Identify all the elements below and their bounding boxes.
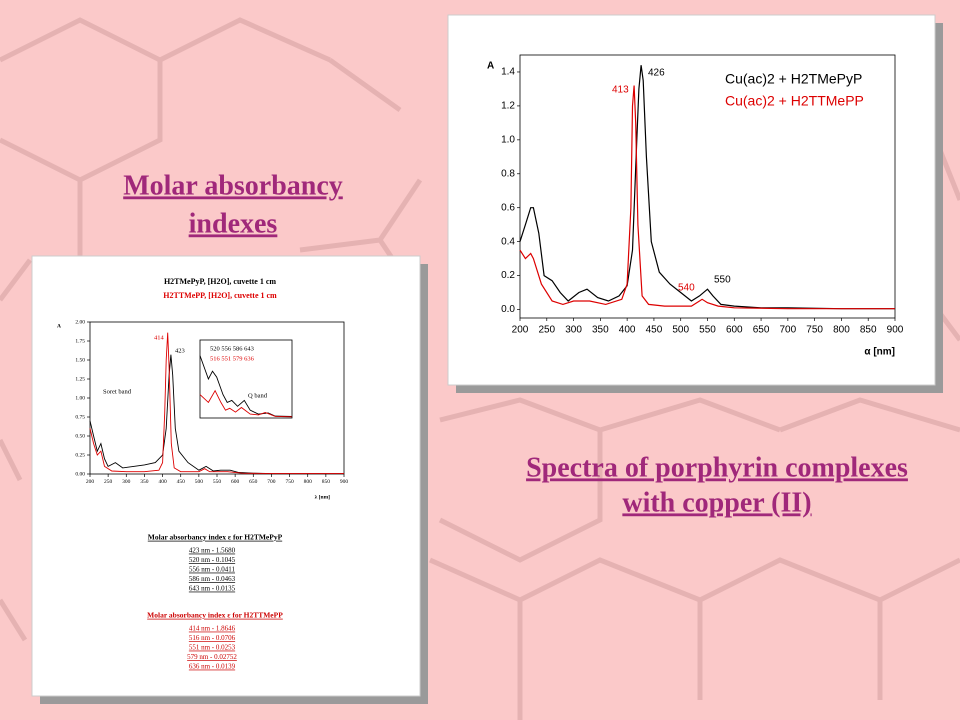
y-tick-label: 2.00 <box>75 319 85 325</box>
heading: with copper (II) <box>622 487 811 518</box>
x-tick-label: 450 <box>177 479 186 485</box>
x-tick-label: 600 <box>231 479 240 485</box>
y-tick-label: 1.00 <box>75 395 85 401</box>
table-row: 636 nm - 0.0139 <box>189 663 236 671</box>
y-tick-label: 0.50 <box>75 433 85 439</box>
annotation: 516 551 579 636 <box>210 355 255 362</box>
table-row: 579 nm - 0.02752 <box>187 653 237 661</box>
x-tick-label: 250 <box>104 479 113 485</box>
x-tick-label: 700 <box>267 479 276 485</box>
y-tick-label: 0.0 <box>501 304 515 315</box>
table-row: 586 nm - 0.0463 <box>189 575 236 583</box>
x-tick-label: 650 <box>753 325 770 336</box>
y-tick-label: 0.00 <box>75 471 85 477</box>
y-axis-label: A <box>57 323 61 329</box>
x-tick-label: 350 <box>140 479 149 485</box>
y-tick-label: 0.75 <box>75 414 85 420</box>
x-tick-label: 750 <box>285 479 294 485</box>
y-tick-label: 1.25 <box>75 376 85 382</box>
x-tick-label: 400 <box>158 479 167 485</box>
legend-entry: Cu(ac)2 + H2TTMePP <box>725 93 864 109</box>
x-tick-label: 600 <box>726 325 743 336</box>
index-panel <box>31 255 421 697</box>
x-tick-label: 700 <box>780 325 797 336</box>
x-axis-label: α [nm] <box>864 347 895 358</box>
x-tick-label: 200 <box>512 325 529 336</box>
x-tick-label: 500 <box>672 325 689 336</box>
y-tick-label: 1.75 <box>75 338 85 344</box>
annotation: 426 <box>648 68 665 79</box>
background-pattern <box>0 17 960 720</box>
y-tick-label: 0.2 <box>501 270 515 281</box>
x-tick-label: 900 <box>887 325 904 336</box>
spectra-panel <box>447 14 936 386</box>
spectrum-line <box>89 354 344 475</box>
plot-area <box>199 339 293 419</box>
x-axis-label: λ [nm] <box>315 494 331 500</box>
annotation: Q band <box>248 392 268 399</box>
heading: indexes <box>189 208 278 239</box>
chart-title: H2TTMePP, [H2O], cuvette 1 cm <box>163 291 277 300</box>
y-tick-label: 1.4 <box>501 67 515 78</box>
table-row: 520 nm - 0.1045 <box>189 556 236 564</box>
table-title: Molar absorbancy index ε for H2TTMePP <box>147 611 283 620</box>
chart-title: H2TMePyP, [H2O], cuvette 1 cm <box>164 277 276 286</box>
x-tick-label: 400 <box>619 325 636 336</box>
x-tick-label: 850 <box>322 479 331 485</box>
annotation: 520 556 586 643 <box>210 345 254 352</box>
x-tick-label: 750 <box>806 325 823 336</box>
spectrum-line <box>199 389 293 418</box>
y-tick-label: 0.4 <box>501 236 515 247</box>
annotation: 540 <box>678 283 695 294</box>
x-tick-label: 800 <box>833 325 850 336</box>
x-tick-label: 300 <box>565 325 582 336</box>
x-tick-label: 550 <box>699 325 716 336</box>
x-tick-label: 650 <box>249 479 258 485</box>
legend-entry: Cu(ac)2 + H2TMePyP <box>725 71 862 87</box>
x-tick-label: 500 <box>195 479 204 485</box>
heading: Molar absorbancy <box>123 170 343 201</box>
annotation: 550 <box>714 275 731 286</box>
y-tick-label: 0.6 <box>501 202 515 213</box>
spectrum-line <box>89 332 344 475</box>
x-tick-label: 800 <box>304 479 313 485</box>
spectrum-line <box>519 65 895 310</box>
x-tick-label: 900 <box>340 479 349 485</box>
x-tick-label: 450 <box>646 325 663 336</box>
x-tick-label: 250 <box>538 325 555 336</box>
y-tick-label: 0.25 <box>75 452 85 458</box>
x-tick-label: 200 <box>86 479 95 485</box>
annotation: Soret band <box>103 388 132 395</box>
table-row: 423 nm - 1.5680 <box>189 547 236 555</box>
x-tick-label: 850 <box>860 325 877 336</box>
table-row: 516 nm - 0.0706 <box>189 634 236 642</box>
table-title: Molar absorbancy index ε for H2TMePyP <box>148 533 283 542</box>
table-row: 551 nm - 0.0253 <box>189 644 236 652</box>
x-tick-label: 300 <box>122 479 131 485</box>
y-tick-label: 1.50 <box>75 357 85 363</box>
x-tick-label: 550 <box>213 479 222 485</box>
y-tick-label: 1.2 <box>501 101 515 112</box>
annotation: 423 <box>175 347 185 354</box>
heading: Spectra of porphyrin complexes <box>526 452 908 483</box>
y-axis-label: A <box>487 61 494 72</box>
annotation: 414 <box>154 334 165 341</box>
table-row: 643 nm - 0.0135 <box>189 585 236 593</box>
annotation: 413 <box>612 85 629 96</box>
spectrum-line <box>519 85 895 310</box>
y-tick-label: 1.0 <box>501 134 515 145</box>
y-tick-label: 0.8 <box>501 168 515 179</box>
table-row: 414 nm - 1.8646 <box>189 625 236 633</box>
table-row: 556 nm - 0.0411 <box>189 566 236 574</box>
x-tick-label: 350 <box>592 325 609 336</box>
